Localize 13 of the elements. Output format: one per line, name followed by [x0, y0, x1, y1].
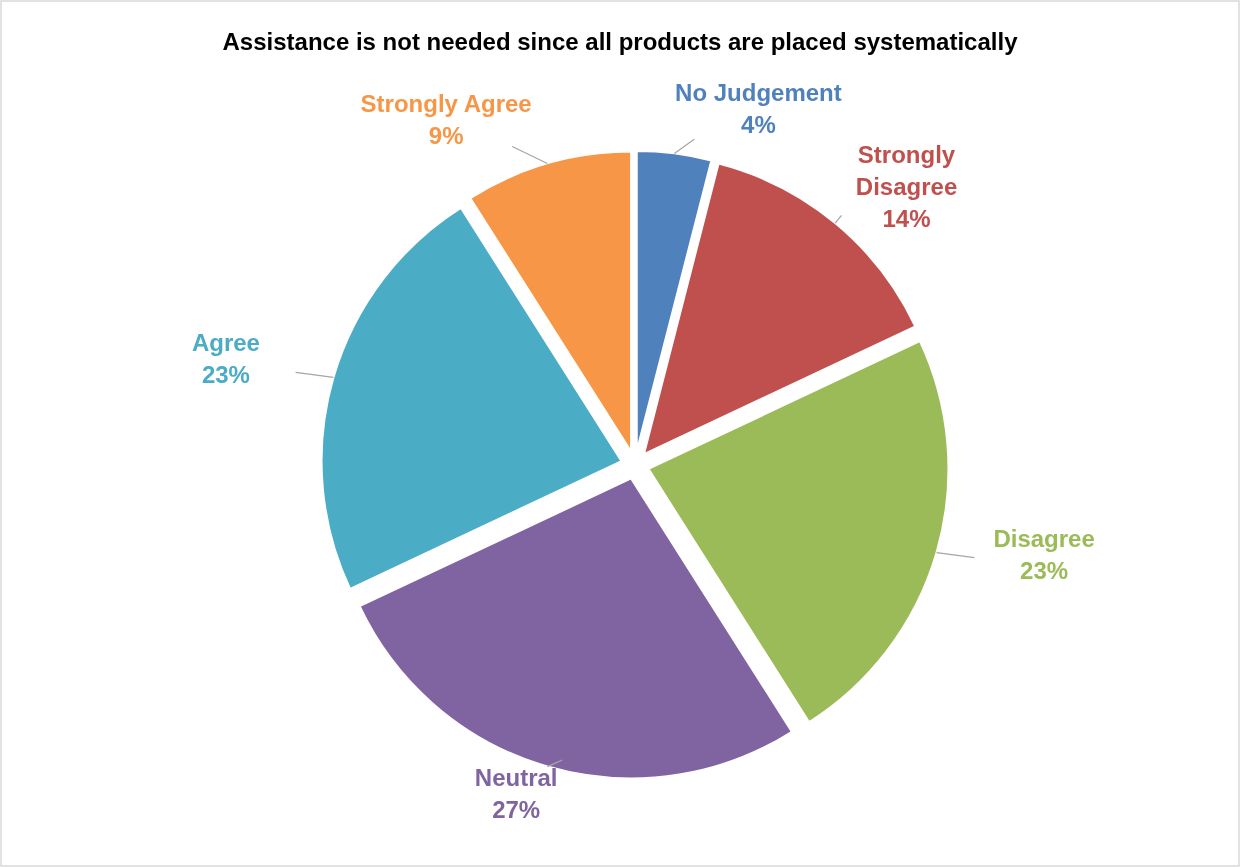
slice-label: Strongly Agree: [360, 89, 532, 117]
chart-title: Assistance is not needed since all products are placed systematically: [222, 28, 1019, 55]
data-label: 14%: [882, 204, 931, 232]
slice-label: Strongly Disagree: [855, 140, 958, 200]
slice-label: Neutral: [474, 764, 558, 792]
data-label: 9%: [428, 121, 464, 149]
data-label: 4%: [741, 110, 776, 138]
slice-label: No Judgement: [675, 78, 842, 106]
slice-label: Disagree: [993, 524, 1095, 552]
slice-label: Agree: [191, 329, 260, 357]
data-label: 27%: [492, 796, 541, 824]
data-label: 23%: [201, 361, 250, 389]
data-label: 23%: [1020, 556, 1069, 584]
